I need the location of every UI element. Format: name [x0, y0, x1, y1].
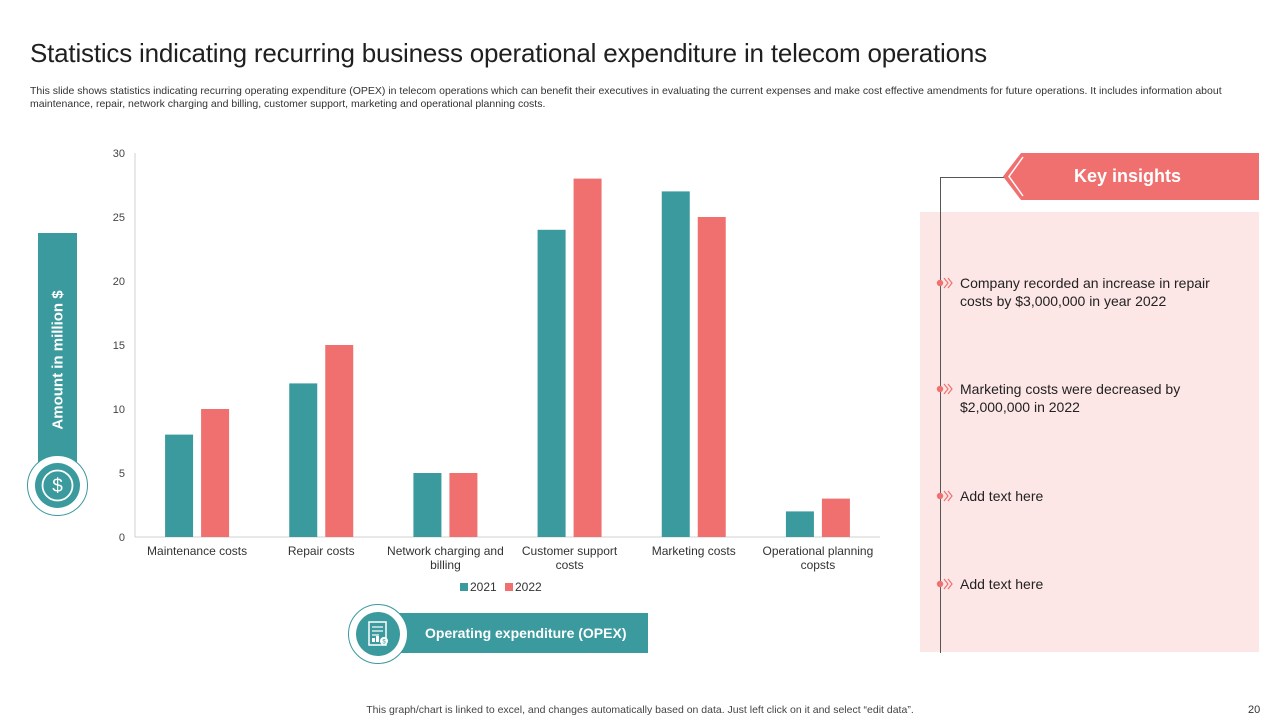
dollar-badge: $ — [27, 455, 88, 516]
bar-2021-3[interactable] — [537, 229, 566, 538]
y-tick-label: 15 — [113, 340, 125, 352]
y-tick-label: 25 — [113, 212, 125, 224]
bar-2022-3[interactable] — [573, 178, 602, 537]
legend-swatch-2021 — [460, 583, 468, 591]
chart-axes — [134, 153, 880, 538]
y-tick-label: 20 — [113, 276, 125, 288]
slide-title: Statistics indicating recurring business… — [30, 38, 987, 68]
legend-label-2021: 2021 — [470, 580, 497, 594]
x-axis-badge: Operating expenditure (OPEX) — [380, 613, 648, 653]
y-tick-label: 30 — [113, 148, 125, 160]
bar-2022-2[interactable] — [449, 473, 478, 537]
chart-bars — [165, 178, 850, 538]
chevron-marker-icon — [936, 277, 953, 289]
bar-2022-4[interactable] — [697, 217, 726, 537]
bar-2022-5[interactable] — [821, 498, 850, 537]
x-tick-label: billing — [430, 558, 461, 572]
bar-2021-4[interactable] — [661, 191, 690, 537]
x-tick-label: Repair costs — [288, 544, 355, 558]
footer-note: This graph/chart is linked to excel, and… — [0, 704, 1280, 716]
y-axis-badge — [38, 233, 77, 465]
x-tick-label: costs — [556, 558, 584, 572]
chevron-marker-icon — [936, 490, 953, 502]
x-tick-label: Customer support — [522, 544, 618, 558]
svg-text:$: $ — [52, 476, 63, 497]
x-axis-badge-label: Operating expenditure (OPEX) — [425, 625, 627, 641]
insight-text: Add text here — [960, 576, 1044, 592]
y-tick-label: 10 — [113, 404, 125, 416]
x-tick-label: Network charging and — [387, 544, 504, 558]
insights-connector-line — [940, 177, 941, 653]
footer-text: This graph/chart is linked to excel, and… — [366, 704, 914, 716]
bar-2021-2[interactable] — [413, 473, 442, 537]
key-insights-banner — [1003, 153, 1259, 200]
x-tick-label: copsts — [801, 558, 836, 572]
x-tick-label: Operational planning — [763, 544, 874, 558]
chart-labels: 0 5 10 15 20 25 30 Maintenance costs Repair cost… — [113, 148, 874, 572]
key-insights-heading: Key insights — [1073, 166, 1182, 186]
chevron-marker-icon — [936, 383, 953, 395]
insight-text: Marketing costs were decreased by $2,000… — [960, 381, 1181, 415]
insight-text: Add text here — [960, 488, 1044, 504]
chevron-marker-icon — [936, 578, 953, 590]
legend-swatch-2022 — [505, 583, 513, 591]
invoice-icon: $ — [356, 612, 400, 656]
opex-badge: $ — [348, 604, 408, 664]
x-tick-label: Maintenance costs — [147, 544, 247, 558]
bar-2022-1[interactable] — [325, 345, 354, 537]
y-axis-badge-label: Amount in million $ — [49, 290, 67, 430]
legend-label-2022: 2022 — [515, 580, 542, 594]
insight-text: Company recorded an increase in repair c… — [960, 275, 1210, 309]
dollar-icon: $ — [35, 463, 80, 508]
opex-bar-chart[interactable]: 0 5 10 15 20 25 30 Maintenance costs Repair cost… — [100, 140, 890, 605]
page-number: 20 — [1248, 704, 1261, 716]
svg-text:$: $ — [382, 640, 386, 646]
insights-panel — [920, 212, 1259, 652]
x-tick-label: Marketing costs — [652, 544, 736, 558]
y-tick-label: 5 — [119, 468, 125, 480]
chart-legend: 2021 2022 — [460, 580, 542, 594]
bar-2021-5[interactable] — [785, 511, 814, 537]
bar-2022-0[interactable] — [201, 409, 230, 537]
y-tick-label: 0 — [119, 532, 125, 544]
bar-2021-0[interactable] — [165, 434, 194, 537]
insights-connector-arm — [940, 177, 1006, 178]
slide-subtitle: This slide shows statistics indicating r… — [30, 85, 1222, 110]
bar-2021-1[interactable] — [289, 383, 318, 537]
